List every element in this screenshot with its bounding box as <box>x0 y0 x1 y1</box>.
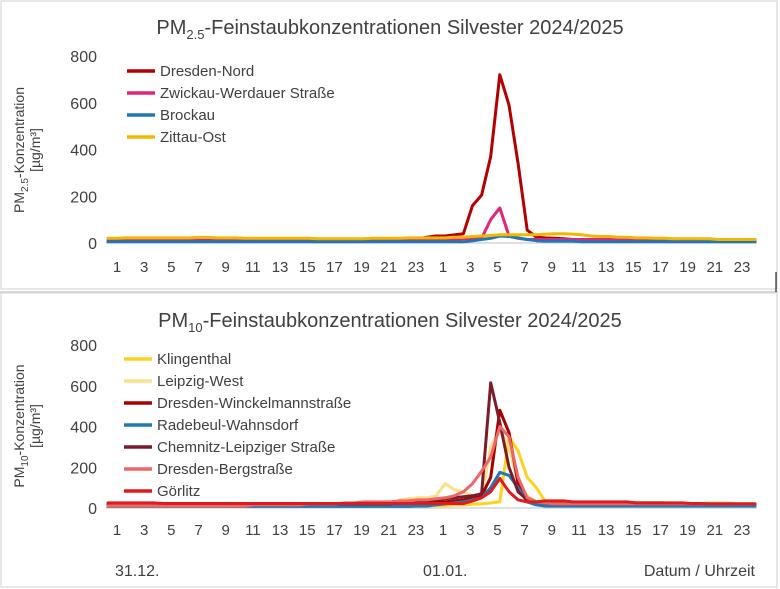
date-label-3112: 31.12. <box>115 563 159 580</box>
chart2-ytick-label: 800 <box>70 338 97 355</box>
chart2-xtick-label: 21 <box>380 522 397 539</box>
chart2-xtick-label: 19 <box>353 522 370 539</box>
chart1-xtick-label: 21 <box>706 259 723 276</box>
chart2-series-line <box>106 477 757 506</box>
chart2-xtick-label: 3 <box>466 522 474 539</box>
chart2-title: PM10-Feinstaubkonzentrationen Silvester … <box>158 310 622 335</box>
chart2-xtick-label: 5 <box>167 522 175 539</box>
chart1-xtick-label: 17 <box>326 259 343 276</box>
chart2-frame <box>0 292 778 588</box>
chart2-legend-label: Görlitz <box>157 483 200 500</box>
chart2-ytick-label: 0 <box>88 501 97 518</box>
chart1-xtick-label: 9 <box>548 259 556 276</box>
chart2-xtick-label: 19 <box>679 522 696 539</box>
chart1-ytick-label: 800 <box>70 49 97 66</box>
chart1-xtick-label: 7 <box>194 259 202 276</box>
chart1-xtick-label: 5 <box>167 259 175 276</box>
chart1-xtick-label: 19 <box>679 259 696 276</box>
chart2-xtick-label: 9 <box>222 522 230 539</box>
chart1-series-line <box>106 206 757 242</box>
chart1-xtick-label: 3 <box>140 259 148 276</box>
chart2-xtick-label: 11 <box>571 522 587 539</box>
chart1-xtick-label: 5 <box>493 259 501 276</box>
chart2-ylabel-unit: [µg/m³] <box>27 404 43 448</box>
chart2-xtick-label: 23 <box>408 522 425 539</box>
chart1-xtick-label: 23 <box>734 259 751 276</box>
chart2-ylabel: PM10-Konzentration <box>11 364 31 487</box>
chart2-ytick-label: 400 <box>70 420 97 437</box>
chart2-xtick-label: 15 <box>299 522 316 539</box>
chart2-xtick-label: 7 <box>194 522 202 539</box>
chart2-legend-label: Leipzig-West <box>157 373 244 390</box>
chart2-legend-label: Chemnitz-Leipziger Straße <box>157 439 335 456</box>
chart1-xtick-label: 13 <box>272 259 289 276</box>
chart1-xtick-label: 1 <box>113 259 121 276</box>
chart2-xtick-label: 23 <box>734 522 751 539</box>
chart2-xtick-label: 7 <box>520 522 528 539</box>
chart1-ytick-label: 200 <box>70 189 97 206</box>
chart2-xtick-label: 17 <box>326 522 343 539</box>
chart1-legend-label: Zittau-Ost <box>160 129 227 146</box>
chart1-xtick-label: 11 <box>571 259 587 276</box>
chart1-xtick-label: 11 <box>245 259 261 276</box>
chart2-legend-label: Klingenthal <box>157 351 231 368</box>
chart1-xtick-label: 13 <box>598 259 615 276</box>
chart1-ylabel: PM2.5-Konzentration <box>11 87 31 213</box>
chart1-ytick-label: 400 <box>70 143 97 160</box>
chart1-legend-label: Zwickau-Werdauer Straße <box>160 85 335 102</box>
chart1-series-line <box>106 234 757 244</box>
x-axis-title: Datum / Uhrzeit <box>644 563 756 580</box>
chart2-xtick-label: 1 <box>439 522 447 539</box>
chart1-ytick-label: 0 <box>88 236 97 253</box>
chart1-xtick-label: 7 <box>520 259 528 276</box>
chart1-ytick-label: 600 <box>70 96 97 113</box>
chart2-xtick-label: 9 <box>548 522 556 539</box>
chart1-series-line <box>106 232 757 241</box>
chart2-xtick-label: 13 <box>598 522 615 539</box>
chart1-xtick-label: 9 <box>222 259 230 276</box>
chart1-xtick-label: 15 <box>299 259 316 276</box>
chart1-xtick-label: 15 <box>625 259 642 276</box>
chart2-xtick-label: 11 <box>245 522 261 539</box>
chart2-xtick-label: 21 <box>706 522 723 539</box>
chart1-legend-label: Dresden-Nord <box>160 63 254 80</box>
chart2-xtick-label: 17 <box>652 522 669 539</box>
chart2-xtick-label: 13 <box>272 522 289 539</box>
chart2-legend-label: Dresden-Winckelmannstraße <box>157 395 351 412</box>
chart2-xtick-label: 15 <box>625 522 642 539</box>
chart2-xtick-label: 1 <box>113 522 121 539</box>
chart2-xtick-label: 5 <box>493 522 501 539</box>
chart1-xtick-label: 21 <box>380 259 397 276</box>
chart2-ytick-label: 200 <box>70 460 97 477</box>
chart2-xtick-label: 3 <box>140 522 148 539</box>
chart1-xtick-label: 17 <box>652 259 669 276</box>
chart2-legend-label: Dresden-Bergstraße <box>157 461 293 478</box>
chart1-title: PM2.5-Feinstaubkonzentrationen Silvester… <box>156 17 623 42</box>
chart1-xtick-label: 19 <box>353 259 370 276</box>
chart2-legend-label: Radebeul-Wahnsdorf <box>157 417 299 434</box>
chart2-ytick-label: 600 <box>70 379 97 396</box>
chart1-legend-label: Brockau <box>160 107 215 124</box>
chart1-xtick-label: 23 <box>408 259 425 276</box>
chart1-frame <box>0 0 778 290</box>
chart1-ylabel-unit: [µg/m³] <box>27 128 43 172</box>
date-label-0101: 01.01. <box>423 563 467 580</box>
chart1-xtick-label: 3 <box>466 259 474 276</box>
chart1-xtick-label: 1 <box>439 259 447 276</box>
